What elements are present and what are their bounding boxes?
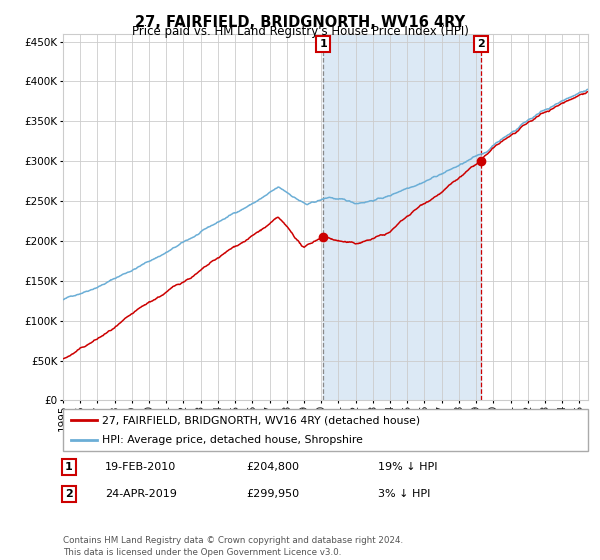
Text: 1: 1 [65,462,73,472]
Bar [323,34,481,400]
Text: Contains HM Land Registry data © Crown copyright and database right 2024.
This d: Contains HM Land Registry data © Crown c… [63,536,403,557]
Text: 3% ↓ HPI: 3% ↓ HPI [378,489,430,499]
Text: 19% ↓ HPI: 19% ↓ HPI [378,462,437,472]
Text: 27, FAIRFIELD, BRIDGNORTH, WV16 4RY: 27, FAIRFIELD, BRIDGNORTH, WV16 4RY [135,15,465,30]
Text: 24-APR-2019: 24-APR-2019 [105,489,177,499]
Text: 1: 1 [319,39,327,49]
Text: £299,950: £299,950 [246,489,299,499]
Text: 2: 2 [65,489,73,499]
Text: 2: 2 [478,39,485,49]
Text: Price paid vs. HM Land Registry's House Price Index (HPI): Price paid vs. HM Land Registry's House … [131,25,469,38]
Text: HPI: Average price, detached house, Shropshire: HPI: Average price, detached house, Shro… [103,435,363,445]
Text: 19-FEB-2010: 19-FEB-2010 [105,462,176,472]
Text: £204,800: £204,800 [246,462,299,472]
Text: 27, FAIRFIELD, BRIDGNORTH, WV16 4RY (detached house): 27, FAIRFIELD, BRIDGNORTH, WV16 4RY (det… [103,415,421,425]
